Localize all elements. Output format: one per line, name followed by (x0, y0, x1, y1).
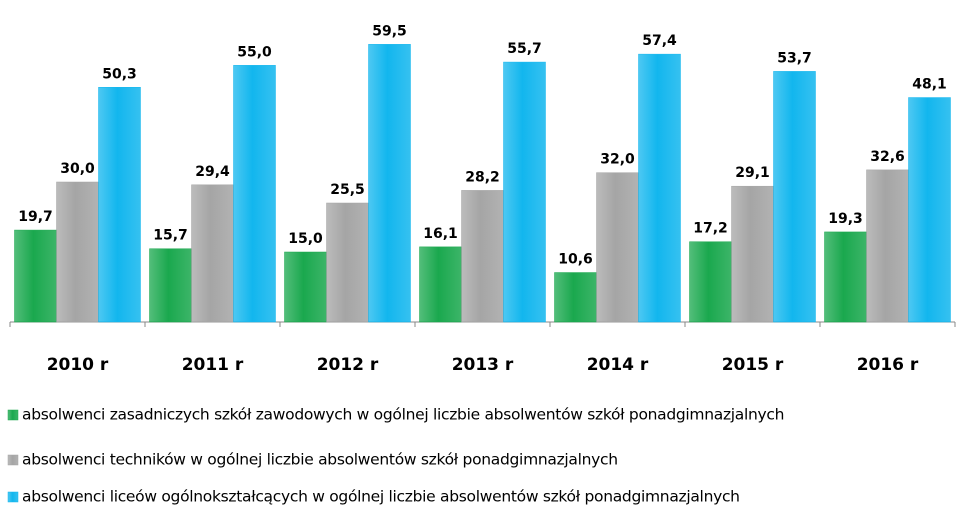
data-label: 15,7 (153, 228, 188, 244)
bar (284, 251, 327, 323)
x-tick-label: 2014 r (587, 355, 649, 375)
x-tick-label: 2013 r (452, 355, 514, 375)
bar (149, 248, 192, 323)
bar (368, 44, 411, 323)
data-label: 32,0 (600, 152, 635, 168)
data-label: 15,0 (288, 231, 323, 247)
legend-marker (7, 491, 19, 503)
data-label: 10,6 (558, 252, 593, 268)
legend-marker (7, 454, 19, 466)
x-tick-label: 2011 r (182, 355, 244, 375)
legend-label: absolwenci liceów ogólnokształcących w o… (22, 488, 740, 506)
data-label: 50,3 (102, 66, 137, 82)
data-label: 25,5 (330, 182, 365, 198)
bar (98, 87, 141, 323)
legend-marker (7, 409, 19, 421)
bar (554, 272, 597, 323)
data-label: 19,7 (18, 209, 53, 225)
data-label: 59,5 (372, 23, 407, 39)
bar (908, 97, 951, 323)
bar (824, 231, 867, 323)
data-label: 29,4 (195, 164, 230, 180)
data-label: 30,0 (60, 161, 95, 177)
bar (503, 61, 546, 323)
bar (596, 172, 639, 323)
data-label: 17,2 (693, 221, 728, 237)
data-label: 53,7 (777, 50, 812, 66)
legend-label: absolwenci zasadniczych szkół zawodowych… (22, 406, 784, 424)
bar (326, 202, 369, 323)
bar (14, 229, 57, 323)
x-tick-label: 2016 r (857, 355, 919, 375)
data-label: 57,4 (642, 33, 677, 49)
data-label: 19,3 (828, 211, 863, 227)
bar (191, 184, 234, 323)
data-label: 28,2 (465, 169, 500, 185)
x-tick-label: 2015 r (722, 355, 784, 375)
data-label: 16,1 (423, 226, 458, 242)
bar (773, 71, 816, 323)
bar (689, 241, 732, 323)
data-label: 48,1 (912, 77, 947, 93)
bar (56, 181, 99, 323)
x-tick-label: 2012 r (317, 355, 379, 375)
bar (233, 65, 276, 323)
bar (419, 246, 462, 323)
legend-label: absolwenci techników w ogólnej liczbie a… (22, 451, 618, 469)
data-label: 55,0 (237, 44, 272, 60)
data-label: 32,6 (870, 149, 905, 165)
bar (461, 190, 504, 323)
bar (866, 169, 909, 323)
bar (638, 53, 681, 323)
data-label: 29,1 (735, 165, 770, 181)
bar (731, 185, 774, 323)
data-label: 55,7 (507, 41, 542, 57)
x-tick-label: 2010 r (47, 355, 109, 375)
